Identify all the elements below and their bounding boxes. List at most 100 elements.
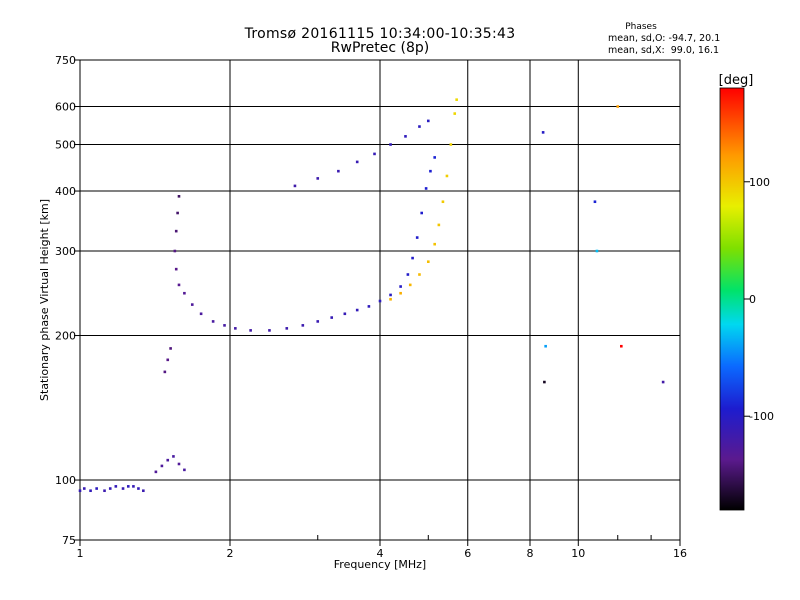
data-point (337, 169, 340, 173)
chart-subtitle: RwPretec (8p) (330, 40, 430, 56)
data-point (661, 380, 665, 384)
data-point (424, 187, 428, 190)
data-point (190, 303, 194, 306)
data-point (163, 370, 167, 374)
data-point (95, 487, 98, 490)
data-point (316, 177, 320, 180)
data-point (223, 324, 226, 327)
y-tick-label: 500 (55, 139, 76, 152)
data-point (433, 242, 436, 246)
data-point (89, 489, 92, 493)
data-point (399, 285, 402, 288)
data-point (420, 211, 423, 215)
data-point (544, 344, 547, 348)
data-point (404, 135, 407, 138)
data-point (285, 327, 289, 330)
data-point (441, 200, 445, 204)
colorbar-tick-label: 100 (749, 176, 770, 189)
data-point (620, 344, 623, 348)
data-point (426, 260, 430, 264)
data-point (355, 308, 359, 312)
data-points (78, 98, 665, 493)
data-point (415, 236, 419, 239)
chart-title: Tromsø 20161115 10:34:00-10:35:43 (244, 26, 516, 42)
y-tick-label: 200 (55, 330, 76, 343)
data-point (173, 249, 177, 253)
data-point (137, 487, 140, 490)
colorbar-label: [deg] (719, 73, 754, 88)
data-point (183, 291, 186, 295)
phase-stats-o: mean, sd,O: -94.7, 20.1 (608, 33, 721, 44)
data-point (543, 380, 546, 384)
data-point (389, 297, 392, 301)
y-axis-ticks: 75 100 200 300 400 500 600 750 (55, 54, 80, 547)
data-point (301, 324, 305, 327)
data-point (142, 489, 145, 493)
data-point (411, 256, 414, 260)
y-tick-label: 300 (55, 245, 76, 258)
colorbar (719, 87, 745, 511)
data-point (154, 470, 158, 474)
y-tick-label: 400 (55, 185, 76, 198)
phase-stats-x: mean, sd,X: 99.0, 16.1 (608, 45, 720, 56)
data-point (126, 485, 130, 488)
data-point (199, 312, 203, 316)
data-point (121, 487, 125, 490)
data-point (330, 316, 334, 319)
data-point (433, 156, 436, 159)
data-point (541, 131, 545, 134)
chart-grid (80, 60, 680, 540)
data-point (389, 293, 392, 297)
x-tick-label: 4 (377, 547, 384, 560)
data-point (437, 223, 441, 227)
data-point (616, 105, 620, 108)
data-point (211, 320, 215, 323)
data-point (78, 489, 82, 493)
data-point (595, 249, 599, 253)
data-point (160, 464, 164, 468)
x-axis-label: Frequency [MHz] (334, 558, 426, 571)
data-point (593, 200, 597, 204)
y-tick-label: 600 (55, 101, 76, 114)
x-tick-label: 16 (673, 547, 687, 560)
data-point (174, 229, 178, 233)
data-point (378, 299, 382, 303)
data-point (103, 489, 106, 493)
data-point (176, 211, 179, 215)
data-point (445, 174, 449, 178)
data-point (132, 485, 135, 488)
data-point (177, 283, 181, 287)
data-point (316, 320, 320, 323)
data-point (268, 329, 271, 332)
data-point (166, 358, 170, 362)
data-point (166, 458, 170, 462)
data-point (408, 283, 412, 287)
data-point (426, 119, 430, 123)
data-point (455, 98, 458, 101)
y-tick-label: 100 (55, 474, 76, 487)
data-point (169, 347, 172, 350)
y-tick-label: 750 (55, 54, 76, 67)
data-point (249, 329, 252, 332)
data-point (114, 485, 118, 488)
data-point (293, 184, 297, 188)
data-point (406, 273, 410, 276)
data-point (108, 487, 112, 490)
x-axis-ticks: 1 2 4 6 8 10 16 (77, 535, 687, 560)
data-point (343, 312, 347, 316)
x-tick-label: 6 (464, 547, 471, 560)
data-point (172, 455, 175, 458)
data-point (453, 112, 457, 115)
x-tick-label: 2 (227, 547, 234, 560)
data-point (234, 327, 237, 330)
data-point (367, 305, 371, 308)
data-point (177, 195, 181, 198)
data-point (429, 169, 432, 173)
x-tick-label: 1 (77, 547, 84, 560)
data-point (399, 291, 402, 295)
phases-heading: Phases (625, 22, 657, 32)
colorbar-tick-label: 0 (749, 293, 756, 306)
data-point (418, 273, 421, 276)
x-tick-label: 10 (571, 547, 585, 560)
